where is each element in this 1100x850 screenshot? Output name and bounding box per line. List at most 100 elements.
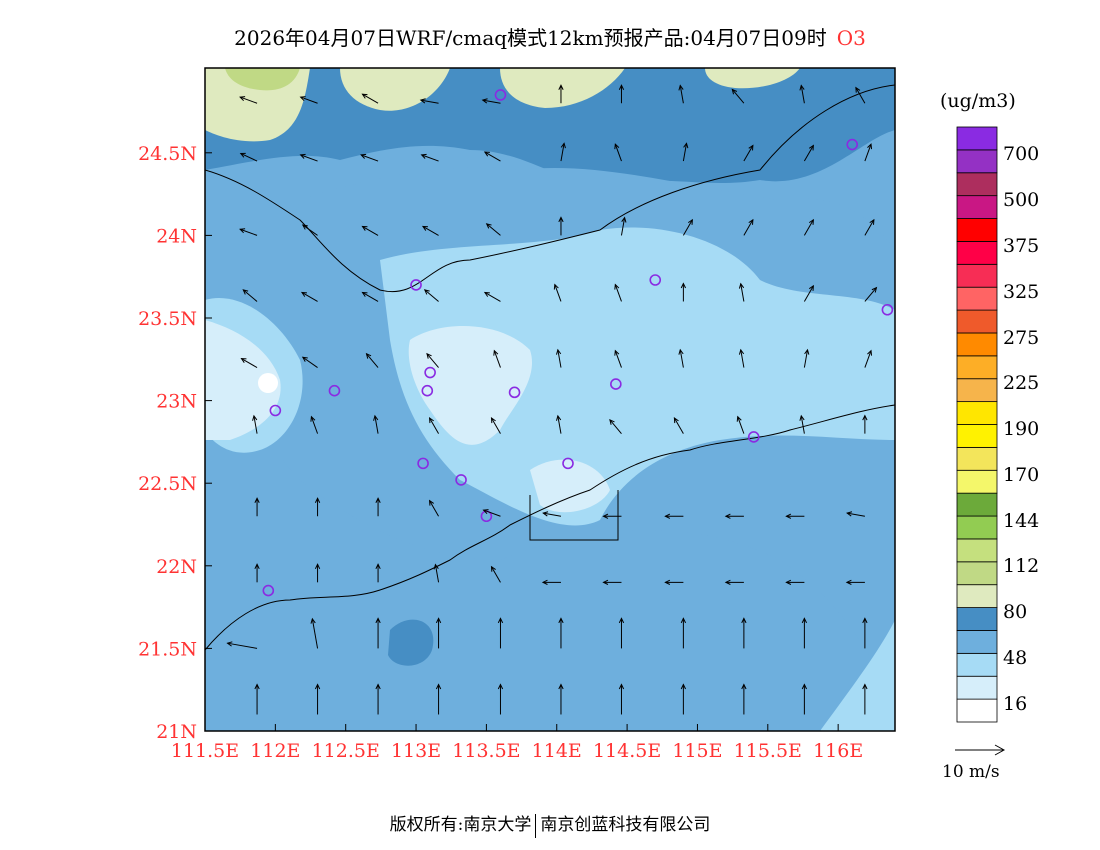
wind-arrow (226, 641, 258, 649)
x-tick-label: 111.5E (171, 740, 239, 762)
colorbar-swatch (956, 607, 998, 631)
wind-reference-label: 10 m/s (942, 762, 1000, 782)
wind-arrow (799, 414, 805, 434)
wind-arrow (673, 417, 684, 434)
wind-arrow (864, 286, 878, 302)
wind-arrow (803, 348, 810, 368)
station-marker (649, 274, 662, 286)
station-marker (269, 404, 282, 417)
wind-arrow (618, 617, 625, 649)
wind-arrow (423, 289, 439, 302)
wind-arrow (862, 617, 868, 649)
wind-arrow (483, 291, 501, 302)
wind-arrow (419, 98, 439, 104)
colorbar-swatch (956, 515, 998, 540)
wind-arrow (435, 683, 442, 715)
station-marker (421, 384, 434, 397)
white-spot (258, 373, 278, 393)
colorbar-label: 275 (1003, 326, 1040, 349)
wind-arrow (361, 291, 379, 302)
wind-arrow (375, 617, 381, 649)
wind-arrow (361, 93, 379, 104)
wind-arrow (421, 225, 439, 236)
wind-arrow (556, 414, 562, 434)
colorbar-swatch (956, 149, 998, 174)
wind-arrow (799, 84, 805, 104)
y-tick-label: 21.5N (138, 638, 197, 660)
wind-arrow (724, 513, 744, 519)
colorbar-swatch (956, 424, 998, 448)
wind-arrow (614, 143, 622, 162)
wind-arrow (481, 98, 501, 104)
wind-arrow (301, 356, 318, 368)
wind-arrow (428, 499, 439, 517)
colorbar-swatch (956, 263, 998, 288)
wind-arrow (490, 417, 501, 434)
wind-arrow (801, 683, 808, 715)
wind-arrow (680, 617, 687, 649)
wind-arrow (558, 84, 564, 104)
x-tick-label: 114.5E (593, 740, 661, 762)
colorbar-swatch (956, 630, 998, 654)
wind-arrow (497, 683, 504, 715)
copyright-left: 版权所有:南京大学 (389, 815, 532, 835)
wind-arrow (242, 289, 258, 302)
wind-arrow (803, 144, 814, 162)
wind-arrow (558, 216, 564, 236)
wind-arrow (240, 357, 258, 368)
station-marker (328, 384, 341, 397)
footer-separator (535, 813, 537, 838)
wind-arrow (373, 414, 379, 434)
wind-arrow (482, 509, 501, 517)
wind-arrow (299, 96, 318, 104)
wind-arrow (239, 152, 258, 162)
wind-arrow (618, 84, 625, 104)
wind-arrow (558, 683, 564, 715)
station-marker (262, 584, 275, 597)
station-marker (881, 303, 894, 316)
lighter-zone-center (408, 326, 533, 445)
wind-arrow (254, 683, 260, 715)
wind-arrow (490, 565, 501, 583)
colorbar-swatch (956, 332, 998, 357)
wind-arrow (618, 683, 625, 715)
wind-arrow (497, 617, 504, 649)
x-tick-label: 113.5E (452, 740, 520, 762)
colorbar-label: 170 (1003, 463, 1040, 486)
wind-arrow (736, 415, 745, 434)
wind-arrow (420, 153, 439, 162)
hk-boundary (529, 490, 619, 541)
wind-arrow (239, 228, 258, 236)
wind-arrow (314, 683, 321, 715)
wind-arrow (785, 513, 805, 519)
colorbar-swatch (956, 538, 998, 563)
sea-dark-patch (388, 619, 434, 666)
wind-arrow (360, 153, 379, 162)
y-tick-label: 24N (156, 225, 197, 247)
wind-arrow (682, 142, 689, 162)
colorbar-label: 375 (1003, 235, 1040, 257)
wind-arrow (680, 282, 687, 302)
colorbar-swatch (956, 492, 998, 517)
wind-arrow (426, 352, 439, 368)
x-tick-label: 112.5E (312, 740, 380, 762)
x-tick-label: 115.5E (734, 740, 802, 762)
colorbar-swatch (956, 286, 998, 311)
colorbar-label: 48 (1003, 646, 1028, 669)
province-boundary (205, 84, 895, 293)
wind-arrow (682, 218, 693, 236)
colorbar-swatch (956, 584, 998, 608)
lighter-zone-se (530, 459, 610, 513)
wind-arrow (609, 418, 622, 434)
x-tick-label: 116E (813, 740, 863, 762)
wind-arrow (560, 142, 566, 162)
title-text: 2026年04月07日WRF/cmaq模式12km预报产品:04月07日09时 (234, 26, 827, 50)
wind-reference-arrow (955, 744, 1006, 756)
colorbar-swatch (956, 469, 998, 494)
map-frame (204, 67, 896, 732)
station-markers (262, 89, 894, 597)
wind-arrow (741, 683, 747, 715)
wind-arrow (855, 86, 866, 104)
wind-arrow (678, 348, 684, 368)
wind-arrow (310, 617, 319, 649)
